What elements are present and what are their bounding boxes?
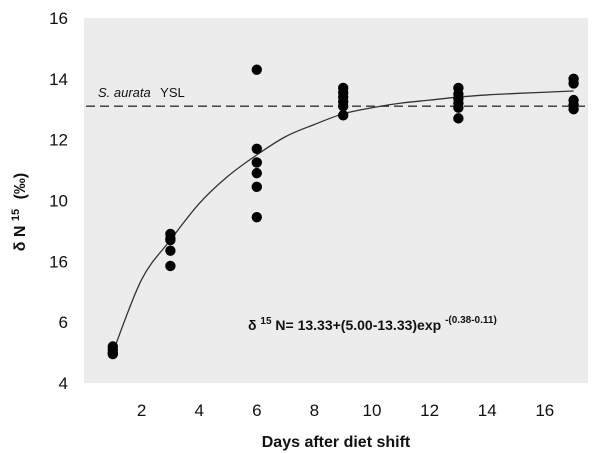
x-axis-ticks: 2 4 6 8 10 12 14 16: [137, 401, 554, 420]
data-point: [338, 110, 349, 121]
equation-delta: δ: [248, 317, 257, 333]
data-point: [165, 245, 176, 256]
x-tick-label: 8: [310, 401, 319, 420]
y-tick-label: 4: [59, 374, 68, 393]
data-point: [251, 212, 262, 223]
data-point: [453, 102, 464, 113]
equation-sup2: -(0.38-0.11): [445, 315, 497, 326]
data-point: [568, 78, 579, 89]
reference-line-tag: YSL: [160, 85, 185, 100]
data-point: [338, 101, 349, 112]
x-axis-title: Days after diet shift: [262, 434, 411, 451]
data-point: [251, 181, 262, 193]
y-axis-title: δ N 15 (‰): [6, 173, 29, 252]
x-tick-label: 4: [194, 401, 203, 420]
y-axis-title-base: δ N: [12, 226, 29, 252]
data-point: [251, 157, 262, 168]
data-point: [165, 260, 176, 272]
reference-line-label: S. aurata YSL: [98, 85, 185, 100]
y-tick-label: 14: [49, 70, 68, 89]
y-axis-title-unit: (‰): [12, 173, 29, 200]
data-point: [107, 348, 119, 360]
fit-equation: δ 15 N= 13.33+(5.00-13.33)exp -(0.38-0.1…: [248, 311, 497, 333]
data-point: [453, 113, 464, 124]
data-point: [165, 234, 176, 246]
y-tick-label: 16: [49, 252, 68, 271]
y-tick-label: 10: [49, 192, 68, 211]
data-point: [251, 167, 262, 179]
x-tick-label: 2: [137, 401, 146, 420]
y-axis-ticks: 4 6 16 10 12 14 16: [49, 9, 68, 393]
y-tick-label: 6: [59, 313, 68, 332]
data-point: [568, 104, 579, 115]
data-point: [251, 64, 262, 75]
x-tick-label: 12: [420, 401, 439, 420]
y-axis-title-sup: 15: [10, 209, 22, 221]
x-tick-label: 14: [478, 401, 497, 420]
data-point: [251, 143, 262, 154]
data-points: [107, 64, 579, 360]
equation-main: N= 13.33+(5.00-13.33)exp: [275, 317, 441, 333]
x-tick-label: 10: [363, 401, 382, 420]
plot-area: [84, 18, 588, 383]
reference-species: S. aurata: [98, 85, 151, 100]
y-tick-label: 16: [49, 9, 68, 28]
y-tick-label: 12: [49, 131, 68, 150]
x-tick-label: 16: [535, 401, 554, 420]
x-tick-label: 6: [252, 401, 261, 420]
equation-sup1: 15: [260, 316, 272, 327]
